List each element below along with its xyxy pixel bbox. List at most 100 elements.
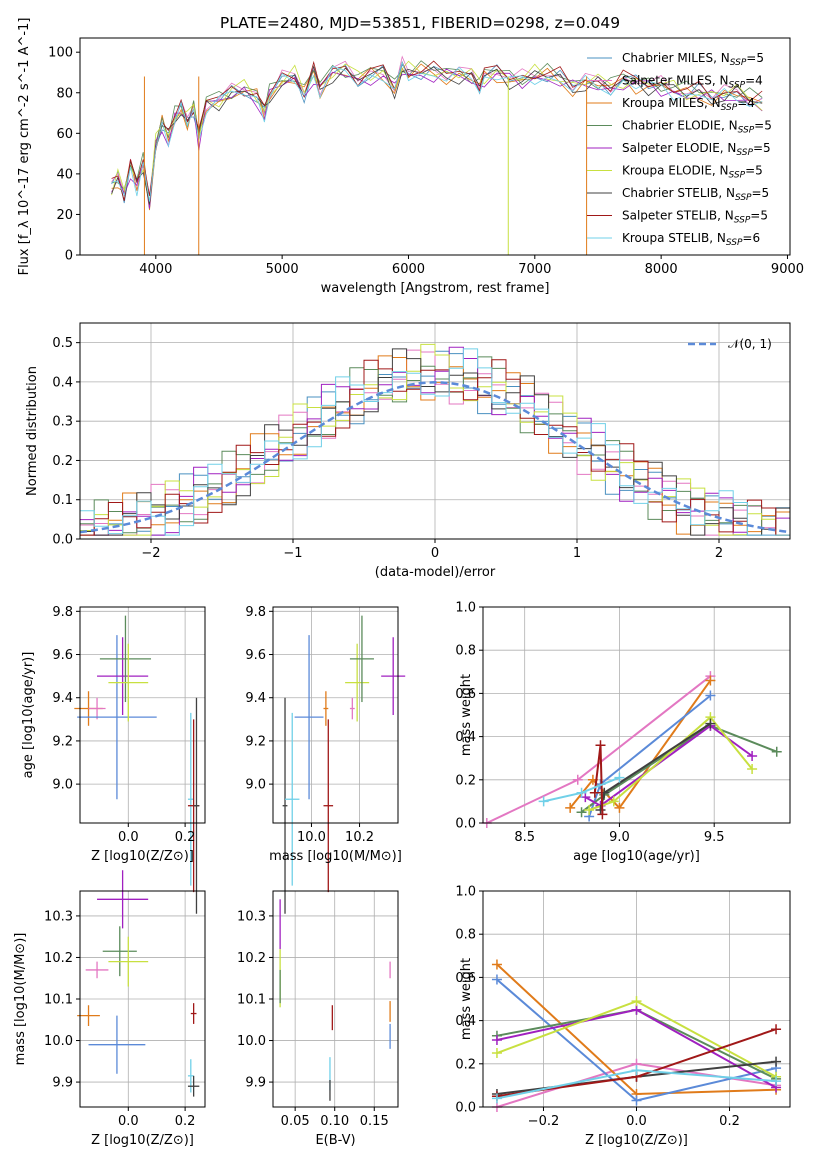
y-tick-label: 0.6 (455, 687, 476, 702)
x-tick-label: −0.2 (528, 1114, 560, 1129)
x-axis-label: Z [log10(Z/Z⊙)] (91, 849, 194, 864)
x-tick-label: 0.0 (626, 1114, 647, 1129)
weight-marker (771, 1076, 782, 1087)
histogram-series-4 (80, 346, 790, 536)
y-tick-label: 9.4 (52, 691, 73, 706)
plot-frame (272, 606, 399, 824)
legend-entry: Salpeter MILES, NSSP=4 (622, 74, 763, 91)
y-tick-label: 9.8 (52, 605, 73, 620)
weight-marker (771, 746, 782, 757)
y-tick-label: 0.4 (52, 375, 73, 390)
x-tick-label: 1 (573, 546, 581, 561)
y-axis-label: mass [log10(M/M⊙)] (13, 933, 28, 1066)
y-tick-label: 10.0 (237, 1034, 266, 1049)
y-tick-label: 0.0 (455, 1101, 476, 1116)
weight-marker (631, 996, 642, 1007)
x-axis-label: E(B-V) (315, 1133, 355, 1148)
figure-title: PLATE=2480, MJD=53851, FIBERID=0298, z=0… (220, 14, 620, 32)
chart-massweight_vs_age: 8.5 9.0 9.5 0.0 0.2 0.4 0.6 0.8 1.0 age [log10(ag… (455, 601, 791, 864)
y-tick-label: 9.8 (245, 605, 266, 620)
errorbar-point (193, 697, 200, 914)
weight-marker (771, 1056, 782, 1067)
x-axis-label: Z [log10(Z/Z⊙)] (91, 1133, 194, 1148)
y-tick-label: 1.0 (455, 601, 476, 616)
y-tick-label: 0.2 (52, 454, 73, 469)
y-tick-label: 9.9 (245, 1076, 266, 1091)
weight-marker (595, 805, 606, 816)
x-tick-label: 0.15 (360, 1114, 389, 1129)
y-tick-label: 0 (65, 249, 73, 264)
legend-entry: Chabrier MILES, NSSP=5 (622, 51, 764, 68)
y-tick-label: 0.0 (52, 533, 73, 548)
weight-line-3 (580, 724, 778, 813)
weight-marker (576, 807, 587, 818)
y-tick-label: 9.6 (52, 648, 73, 663)
errorbar-point (108, 643, 149, 722)
plot-area (481, 671, 782, 828)
y-tick-label: 100 (48, 46, 73, 61)
y-axis-label: mass weight (459, 674, 474, 756)
y-tick-label: 40 (56, 167, 73, 182)
errorbar-point (282, 697, 288, 914)
errorbar-point (187, 1075, 200, 1097)
y-tick-label: 10.3 (44, 909, 73, 924)
legend-entry: Chabrier ELODIE, NSSP=5 (622, 119, 772, 136)
chart-age_vs_mass: 10.0 10.2 9.0 9.2 9.4 9.6 9.8 mass [log10(M/M⊙)… (245, 605, 406, 914)
errorbar-point (88, 697, 106, 720)
spectrum-series-5 (111, 60, 763, 203)
x-axis-label: Z [log10(Z/Z⊙)] (585, 1133, 688, 1148)
y-tick-label: 9.6 (245, 648, 266, 663)
errorbar-point (99, 615, 152, 703)
weight-marker (747, 764, 758, 774)
y-tick-label: 9.0 (245, 778, 266, 793)
weight-marker (614, 802, 625, 813)
errorbar-point (345, 643, 370, 722)
weight-marker (589, 787, 600, 798)
legend-entry: Salpeter ELODIE, NSSP=5 (622, 141, 771, 158)
chart-residuals: −2 −1 0 1 2 0.0 0.1 0.2 0.3 0.4 0.5 (data-model)/er… (25, 322, 791, 580)
errorbar-point (190, 1003, 197, 1024)
y-tick-label: 10.3 (237, 909, 266, 924)
errorbar-point (97, 637, 149, 715)
x-tick-label: 9000 (771, 262, 804, 277)
x-tick-label: 8000 (645, 262, 678, 277)
y-tick-label: 0.2 (455, 1057, 476, 1072)
x-tick-label: 0.2 (719, 1114, 740, 1129)
x-tick-label: 2 (715, 546, 723, 561)
errorbar-point (102, 926, 137, 977)
y-tick-label: 0.8 (455, 928, 476, 943)
plot-area (77, 870, 200, 1097)
weight-marker (491, 1035, 502, 1046)
legend-entry: Chabrier STELIB, NSSP=5 (622, 186, 769, 203)
spectrum-series-3 (111, 60, 763, 209)
spectrum-lines (111, 55, 763, 255)
x-tick-label: 9.5 (704, 830, 725, 845)
plot-frame (482, 890, 791, 1108)
errorbar-point (381, 637, 406, 715)
errorbar-point (349, 615, 374, 703)
y-axis-label: Flux [f_λ 10^-17 erg cm^-2 s^-1 A^-1] (17, 18, 32, 276)
y-tick-label: 10.2 (44, 951, 73, 966)
y-tick-label: 0.6 (455, 971, 476, 986)
x-tick-label: 0.2 (175, 830, 196, 845)
x-tick-label: 7000 (518, 262, 551, 277)
chart-spectrum: 4000 5000 6000 7000 8000 9000 0 20 40 60 80 100 wave… (17, 18, 804, 296)
x-tick-label: 5000 (266, 262, 299, 277)
weight-marker (595, 740, 606, 751)
weight-marker (705, 690, 716, 701)
weight-marker (584, 805, 595, 816)
y-tick-label: 9.9 (52, 1076, 73, 1091)
plot-frame (79, 606, 206, 824)
chart-mass_vs_ebv: 0.05 0.10 0.15 9.9 10.0 10.1 10.2 10.3 E(B-V) (237, 890, 399, 1148)
errorbar-point (97, 870, 149, 929)
chart-mass_vs_Z: 0.0 0.2 9.9 10.0 10.1 10.2 10.3 Z [log10(Z/Z⊙)]… (13, 870, 206, 1148)
plot-area (279, 899, 391, 1101)
legend-entry: Kroupa STELIB, NSSP=6 (622, 231, 760, 248)
y-tick-label: 10.1 (237, 993, 266, 1008)
x-axis-label: wavelength [Angstrom, rest frame] (321, 281, 550, 296)
x-tick-label: 10.0 (297, 830, 326, 845)
y-tick-label: 10.0 (44, 1034, 73, 1049)
x-tick-label: 0 (431, 546, 439, 561)
weight-marker (491, 1048, 502, 1058)
